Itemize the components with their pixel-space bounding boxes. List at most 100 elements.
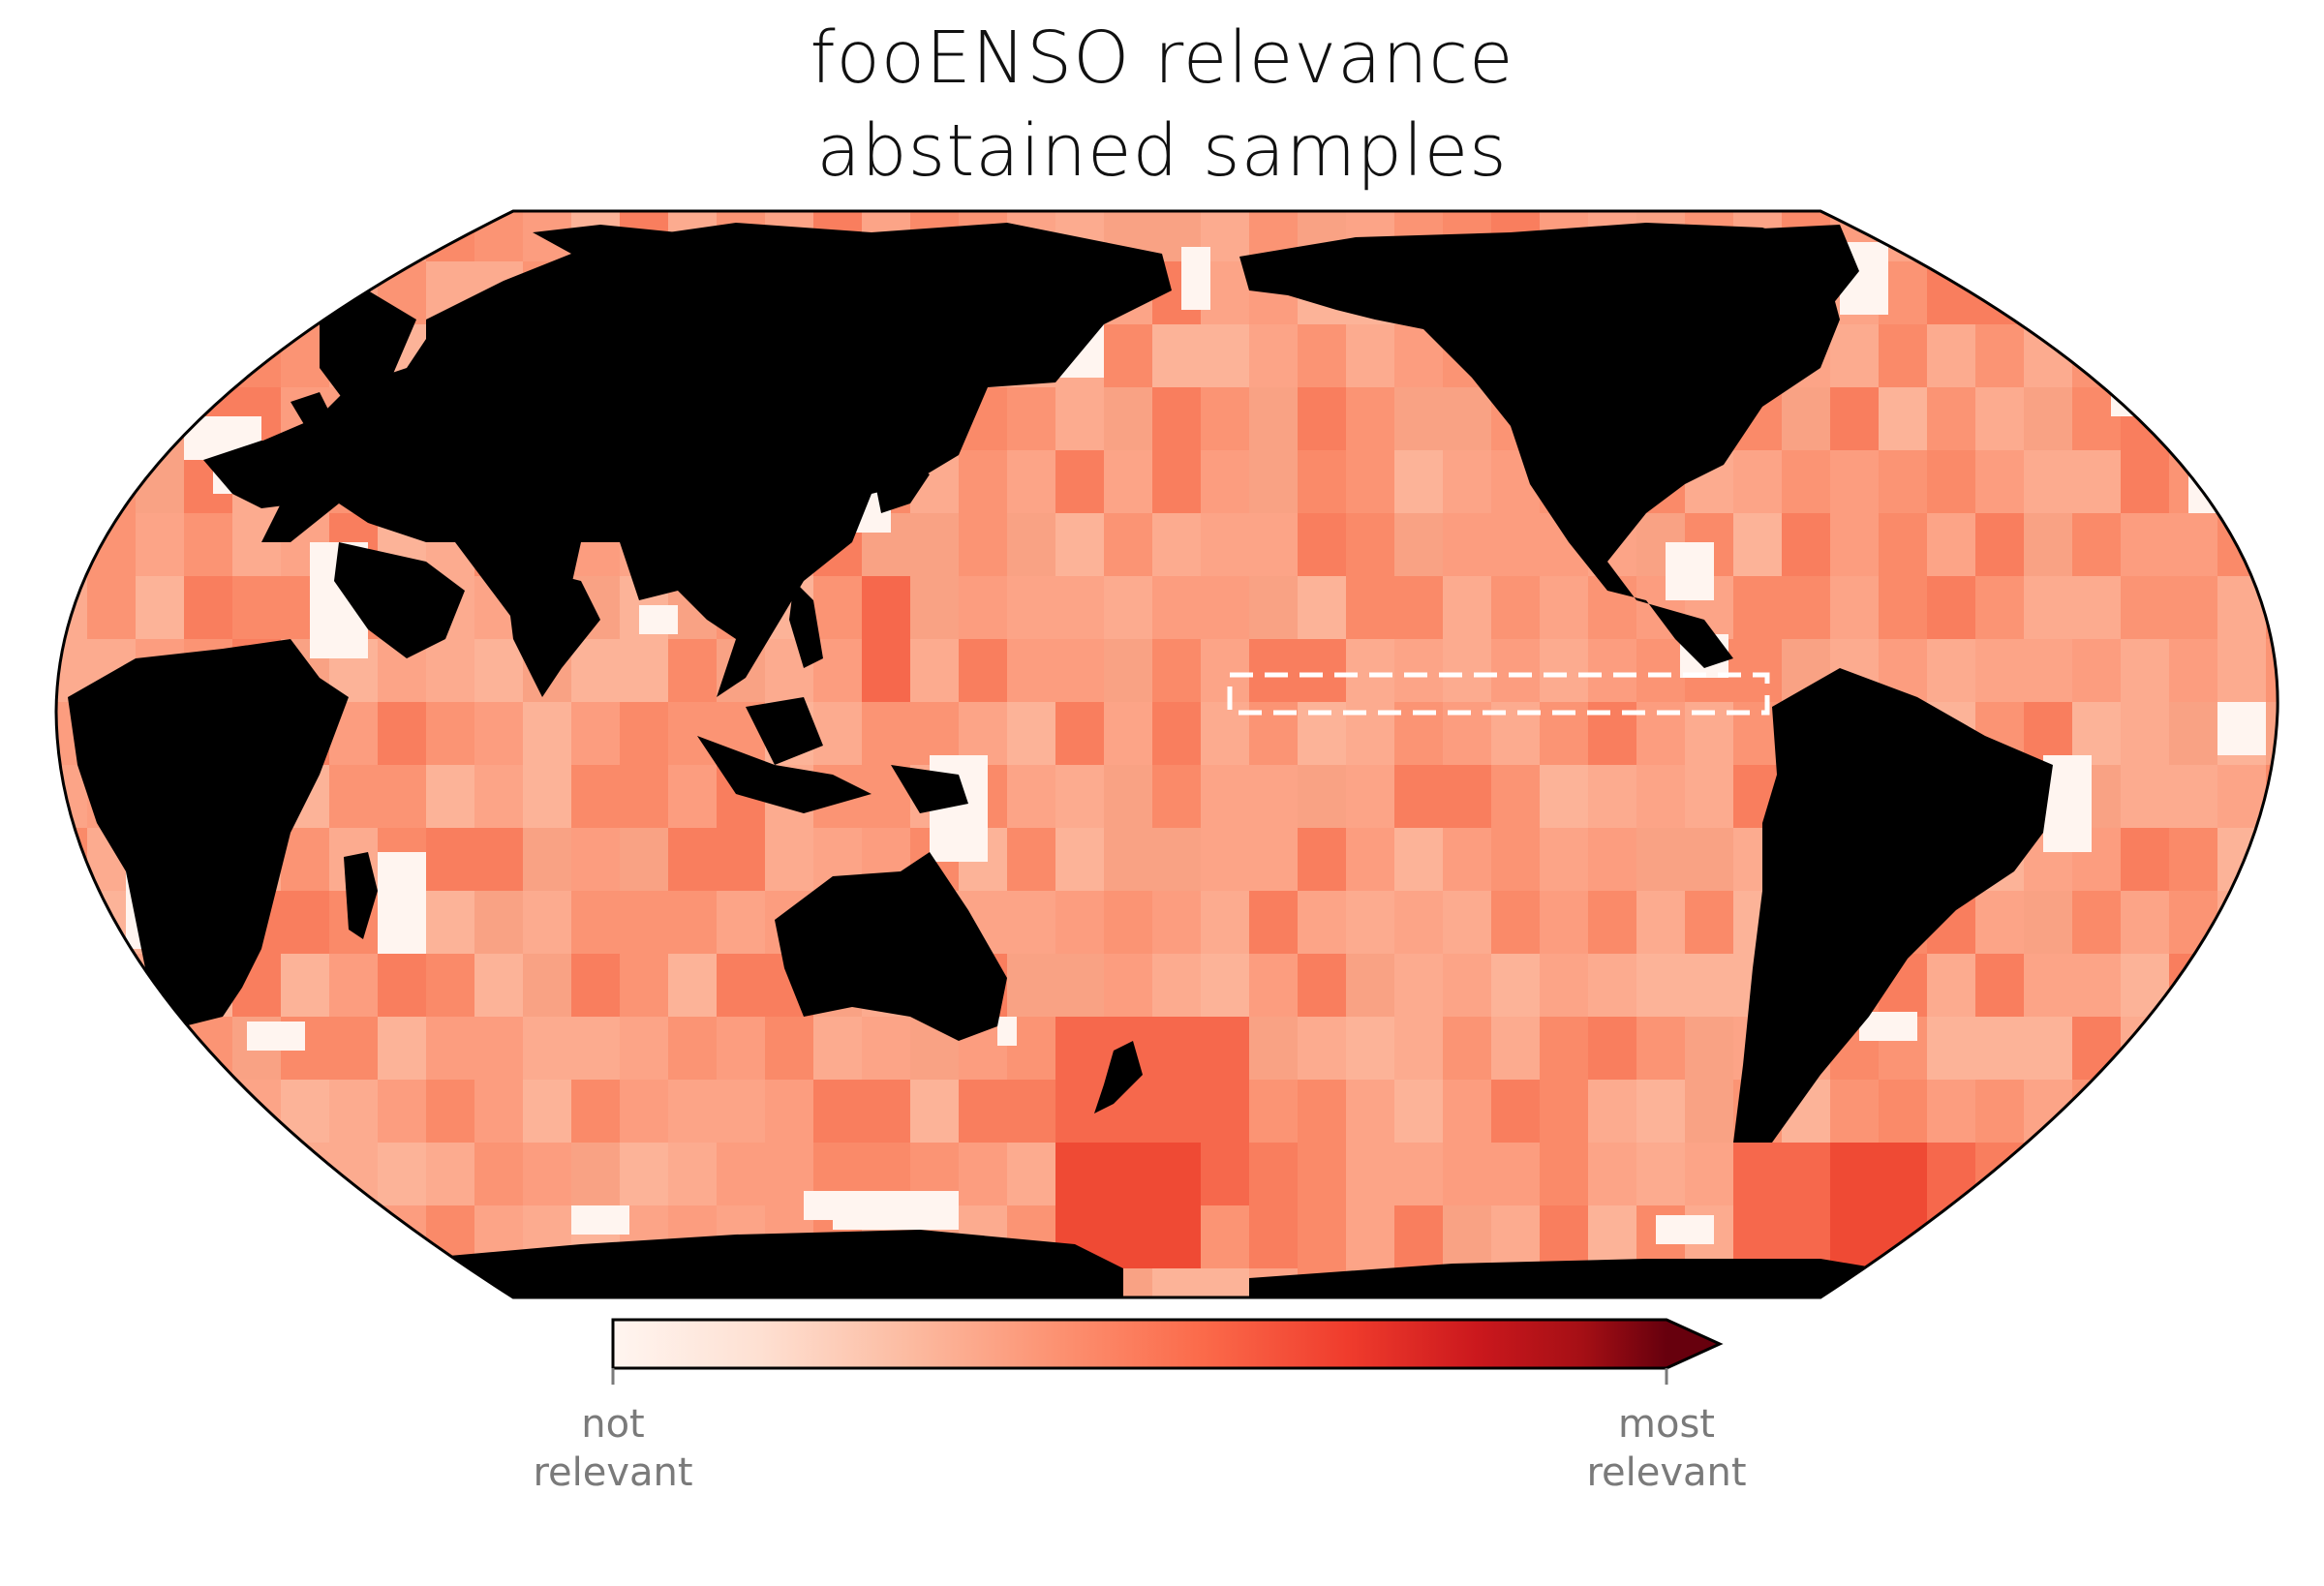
relevance-cell xyxy=(1636,1143,1685,1205)
relevance-cell xyxy=(2121,261,2169,324)
relevance-cell xyxy=(2266,450,2278,513)
relevance-cell xyxy=(1055,891,1104,954)
relevance-cell xyxy=(1782,576,1830,639)
relevance-cell xyxy=(1975,954,2024,1017)
relevance-cell xyxy=(1298,513,1346,576)
relevance-cell xyxy=(1201,828,1249,891)
relevance-cell xyxy=(1152,702,1201,765)
land-arabia xyxy=(334,542,465,658)
relevance-cell xyxy=(2121,450,2169,513)
relevance-cell xyxy=(1201,954,1249,1017)
relevance-cell xyxy=(136,1268,184,1297)
relevance-cell xyxy=(1588,639,1636,702)
relevance-cell xyxy=(523,702,571,765)
relevance-cell xyxy=(1201,1268,1249,1297)
relevance-cell xyxy=(2072,450,2121,513)
relevance-cell xyxy=(2072,211,2121,261)
relevance-cell xyxy=(2024,639,2072,702)
relevance-cell xyxy=(1104,450,1152,513)
relevance-cell xyxy=(1588,765,1636,828)
relevance-cell xyxy=(862,639,910,702)
relevance-cell xyxy=(2072,1017,2121,1080)
relevance-cell xyxy=(281,954,329,1017)
relevance-cell xyxy=(2217,828,2266,891)
relevance-cell xyxy=(2072,954,2121,1017)
relevance-cell xyxy=(1685,1017,1733,1080)
relevance-cell xyxy=(717,891,765,954)
relevance-cell xyxy=(2217,576,2266,639)
relevance-cell xyxy=(1007,702,1055,765)
land-north-america xyxy=(1239,223,1840,668)
relevance-cell xyxy=(910,1080,959,1143)
relevance-cell xyxy=(2072,576,2121,639)
relevance-cell xyxy=(959,1143,1007,1205)
relevance-cell xyxy=(1249,450,1298,513)
relevance-cell xyxy=(56,1080,87,1143)
relevance-cell xyxy=(1394,1143,1443,1205)
relevance-cell xyxy=(717,828,765,891)
relevance-cell xyxy=(2024,211,2072,261)
relevance-cell xyxy=(474,828,523,891)
relevance-cell xyxy=(184,324,232,387)
relevance-cell xyxy=(232,211,281,261)
relevance-cell xyxy=(1346,1143,1394,1205)
relevance-cell xyxy=(668,1143,717,1205)
relevance-cell xyxy=(2121,639,2169,702)
relevance-cell xyxy=(1298,387,1346,450)
relevance-cell xyxy=(2024,702,2072,765)
relevance-cell xyxy=(1685,765,1733,828)
relevance-cell xyxy=(1636,765,1685,828)
relevance-cell xyxy=(184,1143,232,1205)
relevance-cell xyxy=(56,1268,87,1297)
relevance-cell xyxy=(1346,639,1394,702)
relevance-cell xyxy=(2169,211,2217,261)
relevance-cell xyxy=(1975,1205,2024,1268)
relevance-cell xyxy=(1491,828,1540,891)
relevance-cell xyxy=(378,702,426,765)
relevance-cell xyxy=(1104,1205,1152,1268)
relevance-cell xyxy=(1007,639,1055,702)
land-indonesia xyxy=(697,736,872,813)
relevance-cell xyxy=(378,1080,426,1143)
land-europe xyxy=(203,441,310,508)
relevance-cell xyxy=(1443,513,1491,576)
relevance-cell xyxy=(1007,576,1055,639)
relevance-cell xyxy=(1636,1017,1685,1080)
relevance-cell xyxy=(2266,1080,2278,1143)
land-eurasia xyxy=(252,223,1172,697)
relevance-cell xyxy=(1540,765,1588,828)
relevance-cell xyxy=(910,639,959,702)
relevance-cell xyxy=(1927,387,1975,450)
relevance-cell xyxy=(2266,211,2278,261)
relevance-cell xyxy=(1879,387,1927,450)
relevance-cell xyxy=(1346,1205,1394,1268)
relevance-cell xyxy=(1346,891,1394,954)
map-body xyxy=(56,211,2278,1297)
relevance-cell xyxy=(1249,1017,1298,1080)
relevance-cell xyxy=(523,1080,571,1143)
relevance-cell xyxy=(959,450,1007,513)
relevance-cell xyxy=(1201,1143,1249,1205)
relevance-cell xyxy=(1879,1205,1927,1268)
relevance-cell xyxy=(1394,450,1443,513)
relevance-cell xyxy=(1298,1080,1346,1143)
relevance-cell xyxy=(1685,828,1733,891)
relevance-cell xyxy=(1346,576,1394,639)
relevance-cell xyxy=(56,1205,87,1268)
relevance-cell xyxy=(2266,1143,2278,1205)
relevance-cell xyxy=(2024,1017,2072,1080)
relevance-cell xyxy=(862,702,910,765)
relevance-cell xyxy=(1830,1143,1879,1205)
relevance-cell xyxy=(2169,387,2217,450)
land-japan xyxy=(872,455,930,513)
relevance-cell xyxy=(1588,954,1636,1017)
relevance-cell xyxy=(1249,1205,1298,1268)
relevance-cell xyxy=(1830,513,1879,576)
relevance-cell xyxy=(2169,1143,2217,1205)
relevance-cell xyxy=(2072,639,2121,702)
relevance-cell xyxy=(1298,828,1346,891)
relevance-cell xyxy=(1540,1080,1588,1143)
relevance-cell xyxy=(910,576,959,639)
relevance-cell xyxy=(426,765,474,828)
relevance-cell xyxy=(474,1143,523,1205)
